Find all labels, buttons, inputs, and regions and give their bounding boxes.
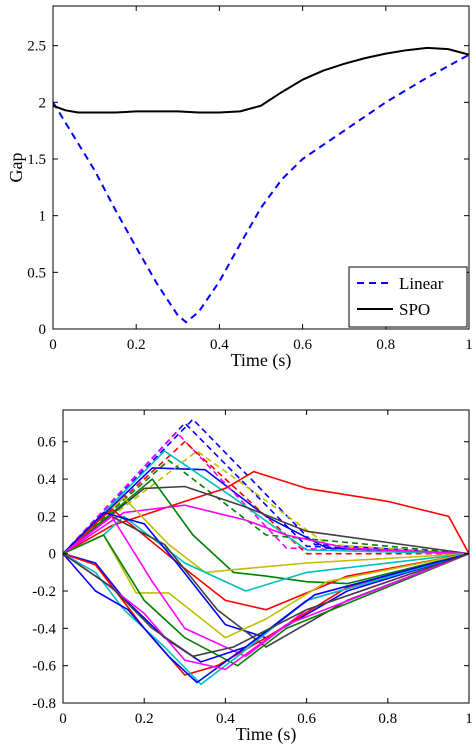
trajectory-20-line	[63, 534, 469, 667]
linear-legend-label: Linear	[399, 274, 444, 293]
y-tick-label: 0.2	[37, 509, 56, 525]
series-group	[53, 46, 469, 324]
x-tick-label: 1	[465, 711, 473, 727]
trajectory-10-line	[63, 485, 469, 555]
y-tick-label: 1.5	[27, 152, 46, 168]
x-tick-label: 1	[465, 337, 473, 353]
x-tick-label: 0.6	[297, 711, 316, 727]
trajectory-11-line	[63, 504, 469, 555]
trajectories-chart: 0 0.2 0.4 0.6 0.8 1 -0.8 -0.6 -0.4 -0.2 0 0.2 0.4 0.6…	[32, 409, 473, 745]
y-tick-label: 2.5	[27, 39, 46, 55]
legend: Linear SPO	[348, 266, 468, 328]
y-tick-label: 0	[49, 547, 57, 563]
axes-frame	[62, 409, 470, 704]
trajectory-22-line	[63, 552, 469, 676]
y-tick-label: -0.4	[32, 621, 56, 637]
x-tick-label: 0.4	[210, 337, 229, 353]
gap-chart: 0 0.2 0.4 0.6 0.8 1 0 0.5 1 1.5 2 2.5 Time (s) Gap Lin…	[6, 5, 473, 371]
y-tick-label: 1	[39, 209, 47, 225]
spo-legend-label: SPO	[399, 300, 430, 319]
series-group	[63, 418, 469, 686]
y-axis-label: Gap	[6, 153, 26, 183]
trajectory-16-line	[63, 511, 469, 639]
trajectory-12-line	[63, 478, 469, 585]
trajectory-6-line	[63, 450, 469, 555]
x-tick-label: 0.8	[376, 337, 395, 353]
trajectory-7-line	[63, 450, 469, 555]
x-tick-label: 0.6	[293, 337, 312, 353]
y-tick-label: -0.8	[32, 696, 56, 712]
x-tick-label: 0.4	[216, 711, 235, 727]
trajectory-3-line	[63, 467, 469, 555]
y-tick-label: 0.5	[27, 265, 46, 281]
y-tick-label: 0.6	[37, 435, 56, 451]
y-tick-label: -0.6	[32, 659, 56, 675]
trajectory-26-line	[63, 552, 469, 658]
trajectory-1-line	[63, 418, 469, 555]
x-tick-label: 0	[59, 711, 67, 727]
y-tick-label: 0	[39, 322, 47, 338]
spo-line	[53, 46, 469, 114]
trajectory-19-line	[63, 515, 469, 658]
x-tick-label: 0.2	[127, 337, 146, 353]
y-tick-label: 2	[39, 95, 47, 111]
y-tick-label: -0.2	[32, 584, 56, 600]
x-tick-label: 0.2	[135, 711, 154, 727]
x-tick-label: 0.8	[378, 711, 397, 727]
x-axis-label: Time (s)	[236, 724, 297, 745]
trajectory-9-line	[63, 470, 469, 555]
x-axis-label: Time (s)	[231, 350, 292, 371]
y-tick-label: 0.4	[37, 472, 56, 488]
trajectory-8-line	[63, 459, 469, 555]
trajectory-4-line	[63, 431, 469, 555]
axes-frame	[52, 5, 470, 330]
legend-box	[348, 266, 468, 328]
trajectory-15-line	[63, 508, 469, 611]
linear-line	[53, 53, 469, 324]
trajectory-24-line	[63, 552, 469, 684]
x-tick-label: 0	[49, 337, 57, 353]
